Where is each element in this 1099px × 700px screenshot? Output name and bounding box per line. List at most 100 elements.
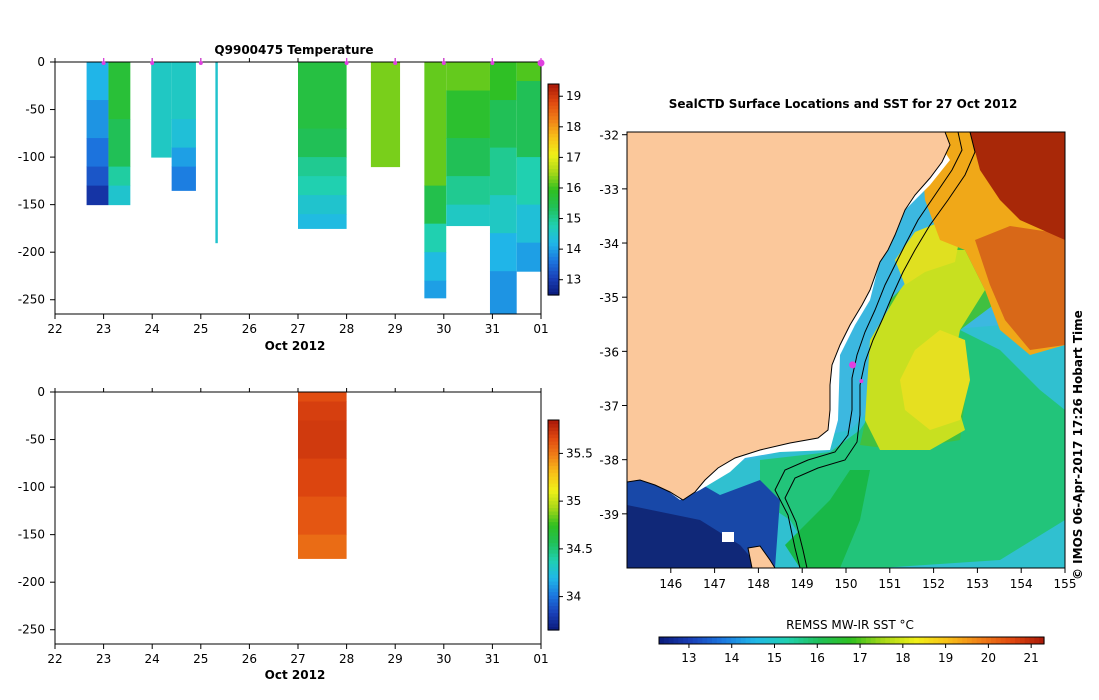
- sst-colorbar-step: [668, 637, 675, 644]
- temperature-y-tick-label: -150: [18, 198, 45, 212]
- sst-colorbar-step: [683, 637, 689, 644]
- temperature-cell: [298, 214, 347, 229]
- temperature-y-tick-label: -200: [18, 245, 45, 259]
- sst-map-x-tick-label: 153: [966, 577, 989, 591]
- temperature-cell: [298, 157, 347, 177]
- sst-map-x-tick-label: 151: [878, 577, 901, 591]
- temperature-cell: [446, 90, 490, 139]
- salinity-colorbar-step: [548, 430, 559, 435]
- temperature-cell: [489, 233, 517, 272]
- salinity-colorbar-step: [548, 490, 559, 495]
- temperature-cell: [424, 62, 447, 187]
- temperature-cell: [171, 166, 196, 191]
- temperature-colorbar-step: [548, 171, 559, 177]
- sst-colorbar-step: [841, 637, 848, 644]
- temperature-colorbar-step: [548, 98, 559, 103]
- temperature-colorbar-step: [548, 259, 559, 264]
- salinity-colorbar-step: [548, 434, 559, 439]
- temperature-colorbar-step: [548, 182, 559, 187]
- temperature-colorbar-step: [548, 238, 559, 243]
- temperature-cell: [108, 185, 131, 206]
- temperature-colorbar-step: [548, 112, 559, 117]
- temperature-cell: [489, 271, 517, 315]
- sst-colorbar-step: [784, 637, 790, 644]
- temperature-cell: [298, 128, 347, 158]
- temperature-colorbar-step: [548, 193, 559, 198]
- temperature-colorbar-step: [548, 136, 559, 141]
- sst-colorbar-step: [731, 637, 737, 644]
- salinity-colorbar-step: [548, 570, 559, 575]
- sst-colorbar-step: [865, 637, 872, 644]
- temperature-colorbar-step: [548, 87, 559, 92]
- profile-marker: [490, 61, 495, 65]
- profile-markers: [101, 58, 545, 67]
- temperature-colorbar-step: [548, 224, 559, 229]
- sst-colorbar-step: [822, 637, 829, 644]
- temperature-x-tick-label: 24: [145, 322, 160, 336]
- sst-colorbar-step: [962, 637, 968, 644]
- temperature-cell: [516, 81, 541, 158]
- sst-colorbar-frame: [658, 636, 1045, 645]
- sst-colorbar-step: [894, 637, 901, 644]
- sst-colorbar-step: [1000, 637, 1007, 644]
- temperature-colorbar-step: [548, 108, 559, 113]
- profile-marker: [150, 61, 155, 65]
- temperature-colorbar-step: [548, 221, 559, 226]
- salinity-colorbar-step: [548, 574, 559, 579]
- salinity-colorbar-step: [548, 626, 559, 631]
- salinity-colorbar-step: [548, 511, 559, 516]
- sst-colorbar-step: [861, 637, 867, 644]
- salinity-colorbar-step: [548, 420, 559, 425]
- sst-colorbar-step: [942, 637, 949, 644]
- salinity-colorbar-step: [548, 591, 559, 596]
- salinity-section-panel: 22 23 24 25 26 27 28 29 30 31 01 0 -50 -100 -150 -200 -2…: [18, 385, 593, 682]
- isobath-inner: [774, 132, 963, 568]
- salinity-colorbar-step: [548, 479, 559, 484]
- sst-colorbar-tick-label: 21: [1024, 651, 1039, 665]
- salinity-cell: [298, 458, 347, 498]
- salinity-cell: [298, 496, 347, 536]
- temperature-colorbar-step: [548, 101, 559, 106]
- sst-colorbar-step: [673, 637, 679, 644]
- temperature-colorbar-step: [548, 105, 559, 110]
- salinity-colorbar-step: [548, 546, 559, 551]
- sst-colorbar-step: [663, 637, 670, 644]
- sst-colorbar-step: [995, 637, 1002, 644]
- temperature-colorbar-step: [548, 143, 559, 148]
- sst-colorbar-step: [745, 637, 752, 644]
- sst-colorbar-step: [798, 637, 804, 644]
- temperature-cell: [171, 62, 196, 120]
- salinity-x-tick-label: 26: [242, 652, 257, 666]
- temperature-cell: [489, 62, 517, 101]
- ctd-location: [849, 361, 857, 369]
- sst-colorbar-step: [692, 637, 699, 644]
- temperature-cell: [516, 157, 541, 206]
- salinity-colorbar-step: [548, 612, 559, 617]
- sst-colorbar-tick-label: 14: [724, 651, 739, 665]
- salinity-colorbar-tick-label: 35: [566, 494, 581, 508]
- sst-colorbar-tick-label: 20: [981, 651, 996, 665]
- sst-colorbar-step: [827, 637, 833, 644]
- sst-colorbar-step: [678, 637, 684, 644]
- sst-map-y-tick-label: -35: [599, 291, 619, 305]
- temperature-colorbar-step: [548, 175, 559, 180]
- sst-colorbar-step: [779, 637, 785, 644]
- temperature-cell: [424, 185, 447, 225]
- profile-marker: [344, 61, 349, 65]
- sst-map-y-tick-label: -32: [599, 129, 619, 143]
- temperature-colorbar-step: [548, 203, 559, 208]
- sst-colorbar-step: [659, 637, 665, 644]
- temperature-colorbar-step: [548, 256, 559, 261]
- sst-colorbar-step: [803, 637, 809, 644]
- temperature-colorbar-step: [548, 178, 559, 184]
- temperature-colorbar-step: [548, 133, 559, 138]
- temperature-cell: [489, 195, 517, 234]
- sst-colorbar-step: [721, 637, 727, 644]
- salinity-colorbar-step: [548, 581, 559, 586]
- temperature-colorbar: 13 14 15 16 17 18 19: [547, 83, 581, 296]
- profile-marker: [198, 61, 203, 65]
- sst-map-title: SealCTD Surface Locations and SST for 27…: [669, 97, 1018, 111]
- salinity-colorbar-step: [548, 598, 559, 603]
- salinity-x-tick-label: 24: [145, 652, 160, 666]
- salinity-colorbar-step: [548, 458, 559, 463]
